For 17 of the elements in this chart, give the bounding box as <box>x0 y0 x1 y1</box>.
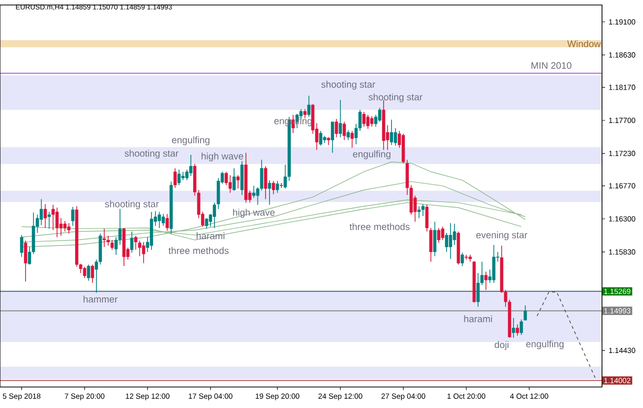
annotation: evening star <box>476 231 528 240</box>
annotation: hammer <box>84 296 118 303</box>
annotation: shooting star <box>124 150 178 159</box>
annotation: MIN 2010 <box>532 62 572 69</box>
annotation: harami <box>464 315 492 322</box>
annotation: high wave <box>202 152 244 162</box>
annotation: three methods <box>350 223 410 230</box>
annotation: high wave <box>233 208 275 218</box>
annotation: engulfing <box>172 136 210 146</box>
band-label: Window <box>567 40 601 48</box>
annotation: three methods <box>168 247 229 254</box>
annotation: engulfing <box>353 150 390 160</box>
annotation: shooting star <box>368 93 422 102</box>
annotation: shooting star <box>321 80 376 90</box>
annotation: engulfing <box>526 340 564 350</box>
annotation: shooting star <box>104 200 159 210</box>
annotation: doji <box>494 341 508 350</box>
